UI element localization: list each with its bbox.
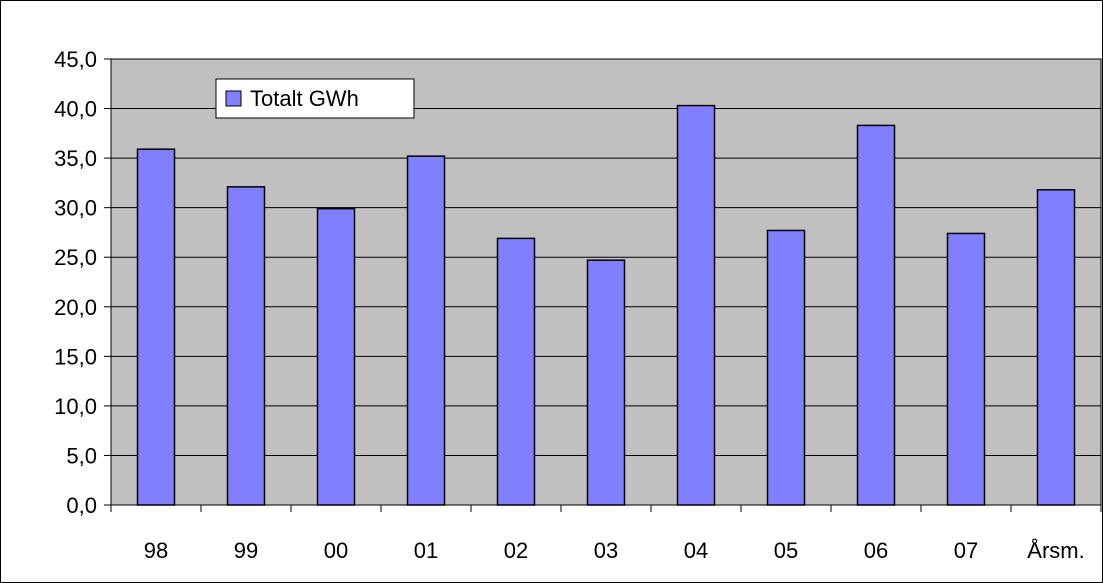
x-tick-label: 00 <box>324 538 348 563</box>
y-tick-label: 30,0 <box>54 196 97 221</box>
y-tick-label: 10,0 <box>54 394 97 419</box>
legend: Totalt GWh <box>215 78 415 119</box>
bar-98 <box>136 148 176 506</box>
x-tick-label: 05 <box>774 538 798 563</box>
x-tick-label: 04 <box>684 538 708 563</box>
bar-00 <box>316 207 356 506</box>
x-tick-label: 03 <box>594 538 618 563</box>
bar-07 <box>946 232 986 506</box>
bar-99 <box>226 186 266 506</box>
legend-label: Totalt GWh <box>250 86 359 111</box>
bar-06 <box>856 124 896 506</box>
y-tick-label: 40,0 <box>54 97 97 122</box>
x-tick-label: 01 <box>414 538 438 563</box>
y-tick-label: 25,0 <box>54 245 97 270</box>
bar-01 <box>406 155 446 506</box>
legend-swatch <box>225 90 242 107</box>
x-tick-label: 98 <box>144 538 168 563</box>
y-tick-label: 15,0 <box>54 344 97 369</box>
x-tick-label: 07 <box>954 538 978 563</box>
bars <box>136 104 1076 506</box>
bar-04 <box>676 104 716 506</box>
y-tick-label: 35,0 <box>54 146 97 171</box>
legend-box <box>215 78 415 119</box>
x-tick-label: Årsm. <box>1027 538 1084 563</box>
bar-Årsm. <box>1036 189 1076 506</box>
x-axis: 98 99 00 01 02 03 04 05 06 07 Årsm. <box>110 504 1102 563</box>
y-axis: 0,0 5,0 10,0 15,0 20,0 25,0 30,0 35,0 40,0 45,0 <box>54 47 112 518</box>
y-tick-label: 0,0 <box>66 493 97 518</box>
y-tick-label: 45,0 <box>54 47 97 72</box>
bar-05 <box>766 229 806 506</box>
y-tick-label: 20,0 <box>54 295 97 320</box>
y-tick-label: 5,0 <box>66 443 97 468</box>
x-tick-label: 02 <box>504 538 528 563</box>
x-tick-label: 06 <box>864 538 888 563</box>
x-tick-label: 99 <box>234 538 258 563</box>
bar-02 <box>496 237 536 506</box>
bar-03 <box>586 259 626 506</box>
